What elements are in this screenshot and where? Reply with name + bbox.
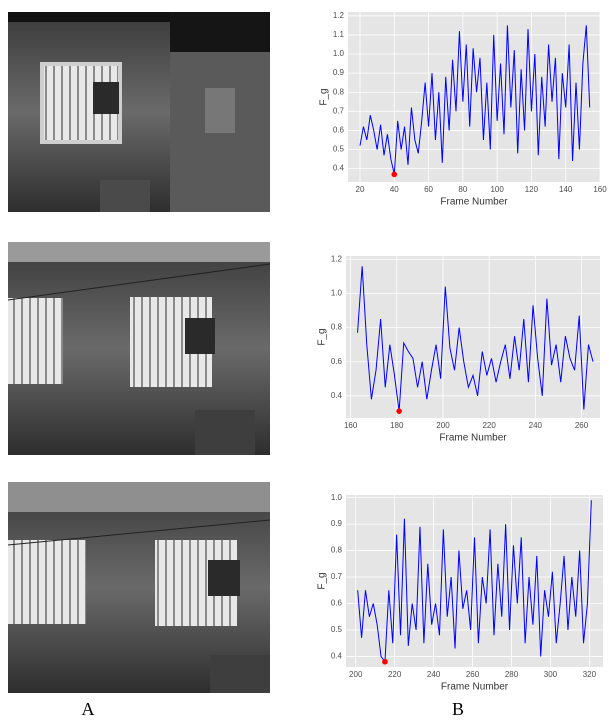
y-tick-label: 1.0: [333, 49, 345, 58]
y-tick-label: 1.0: [331, 289, 343, 298]
y-tick-label: 1.2: [333, 11, 345, 20]
x-tick-label: 240: [529, 421, 543, 430]
y-tick-label: 0.8: [331, 546, 343, 555]
y-tick-label: 0.8: [333, 87, 345, 96]
x-tick-label: 140: [559, 185, 573, 194]
x-axis-label: Frame Number: [439, 433, 507, 444]
x-tick-label: 260: [466, 670, 480, 679]
y-tick-label: 0.9: [331, 519, 343, 528]
x-tick-label: 40: [390, 185, 399, 194]
x-tick-label: 220: [482, 421, 496, 430]
x-tick-label: 260: [575, 421, 589, 430]
plot-background: [348, 12, 600, 182]
x-tick-label: 320: [583, 670, 597, 679]
x-tick-label: 240: [427, 670, 441, 679]
x-tick-label: 20: [356, 185, 365, 194]
thermal-photo: [7, 482, 271, 693]
panel-label: A: [82, 699, 95, 719]
x-tick-label: 220: [388, 670, 402, 679]
y-tick-label: 1.2: [331, 255, 343, 264]
highlight-point: [391, 171, 398, 178]
plot-background: [346, 495, 603, 667]
data-line: [357, 500, 592, 664]
x-tick-label: 80: [458, 185, 467, 194]
y-tick-label: 0.4: [331, 391, 343, 400]
x-tick-label: 100: [490, 185, 504, 194]
y-tick-label: 0.6: [331, 357, 343, 366]
x-axis-label: Frame Number: [440, 197, 508, 208]
x-tick-label: 160: [593, 185, 607, 194]
thermal-photo: [7, 242, 271, 455]
x-tick-label: 160: [344, 421, 358, 430]
x-tick-label: 300: [544, 670, 558, 679]
y-tick-label: 0.6: [333, 126, 345, 135]
y-tick-label: 0.8: [331, 323, 343, 332]
x-tick-label: 200: [349, 670, 363, 679]
highlight-point: [396, 408, 402, 414]
x-tick-label: 200: [436, 421, 450, 430]
x-axis-label: Frame Number: [441, 682, 509, 693]
y-tick-label: 0.4: [331, 652, 343, 661]
y-tick-label: 0.5: [333, 145, 345, 154]
x-tick-label: 60: [424, 185, 433, 194]
y-tick-label: 1.0: [331, 493, 343, 502]
y-tick-label: 1.1: [333, 30, 345, 39]
thermal-photo-side: [170, 12, 270, 212]
y-axis-label: F_g: [317, 328, 328, 345]
y-tick-label: 0.7: [333, 106, 345, 115]
x-tick-label: 120: [525, 185, 539, 194]
y-tick-label: 0.7: [331, 572, 343, 581]
x-tick-label: 280: [505, 670, 519, 679]
y-tick-label: 0.6: [331, 599, 343, 608]
y-axis-label: F_g: [319, 88, 330, 105]
y-tick-label: 0.4: [333, 164, 345, 173]
plot-background: [346, 256, 600, 418]
y-tick-label: 0.5: [331, 625, 343, 634]
data-line: [357, 266, 594, 412]
highlight-point: [382, 658, 388, 665]
x-tick-label: 180: [390, 421, 404, 430]
y-tick-label: 0.9: [333, 68, 345, 77]
thermal-photo: [8, 12, 170, 212]
y-axis-label: F_g: [317, 572, 328, 589]
panel-label: B: [452, 699, 464, 719]
data-line: [359, 25, 591, 175]
